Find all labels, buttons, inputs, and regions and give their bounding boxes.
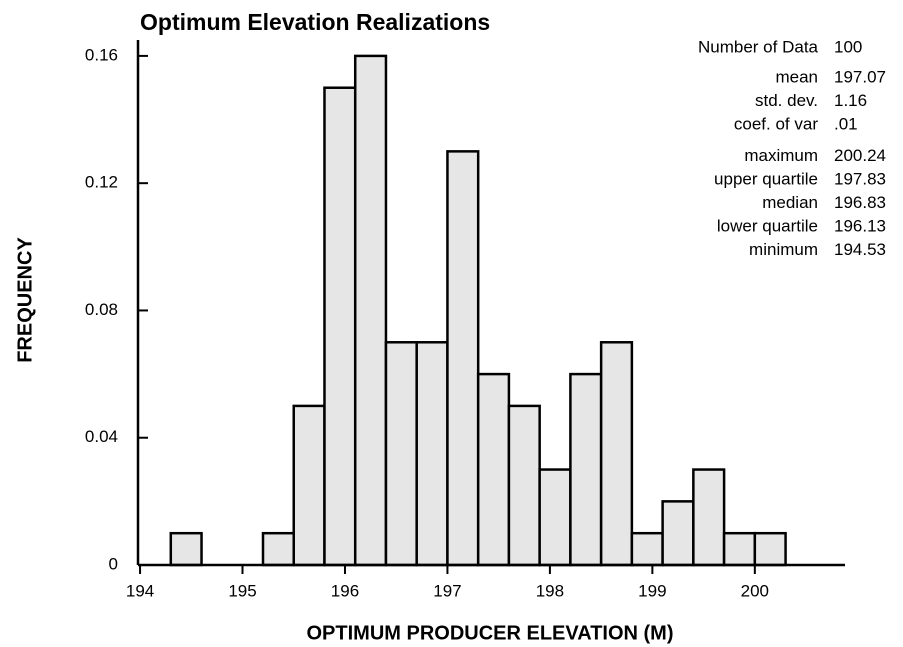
stat-value: 1.16 bbox=[834, 91, 867, 110]
stat-value: .01 bbox=[834, 114, 858, 133]
stat-value: 100 bbox=[834, 37, 862, 56]
bar bbox=[661, 500, 695, 567]
stat-label: Number of Data bbox=[698, 37, 819, 56]
bar bbox=[446, 150, 480, 567]
bar bbox=[353, 54, 388, 567]
chart-title: Optimum Elevation Realizations bbox=[140, 9, 490, 35]
bar bbox=[538, 468, 572, 567]
stat-label: median bbox=[762, 193, 818, 212]
bar bbox=[569, 372, 603, 567]
x-tick-label: 200 bbox=[741, 581, 769, 600]
bar bbox=[630, 531, 664, 567]
bar bbox=[292, 404, 326, 567]
bar bbox=[692, 468, 726, 567]
stat-value: 194.53 bbox=[834, 240, 886, 259]
stat-value: 197.83 bbox=[834, 169, 886, 188]
x-tick-label: 195 bbox=[228, 581, 256, 600]
stat-label: std. dev. bbox=[755, 91, 818, 110]
bar bbox=[753, 531, 787, 567]
stat-label: mean bbox=[775, 67, 818, 86]
stat-label: upper quartile bbox=[714, 169, 818, 188]
stat-value: 197.07 bbox=[834, 67, 886, 86]
bar bbox=[476, 372, 511, 567]
stat-label: minimum bbox=[749, 240, 818, 259]
x-tick-label: 199 bbox=[638, 581, 666, 600]
bar bbox=[261, 531, 295, 567]
y-tick-label: 0 bbox=[109, 554, 118, 573]
x-tick-label: 197 bbox=[433, 581, 461, 600]
x-tick-label: 194 bbox=[126, 581, 154, 600]
stat-value: 196.83 bbox=[834, 193, 886, 212]
x-tick-label: 196 bbox=[331, 581, 359, 600]
y-tick-label: 0.12 bbox=[85, 173, 118, 192]
bar bbox=[722, 531, 757, 567]
x-axis-label: OPTIMUM PRODUCER ELEVATION (M) bbox=[306, 622, 673, 644]
y-tick-label: 0.16 bbox=[85, 45, 118, 64]
bar bbox=[384, 341, 418, 567]
stat-label: coef. of var bbox=[734, 114, 818, 133]
bar bbox=[507, 404, 541, 567]
stat-value: 200.24 bbox=[834, 146, 886, 165]
bar bbox=[415, 341, 449, 567]
y-tick-label: 0.08 bbox=[85, 300, 118, 319]
stat-value: 196.13 bbox=[834, 216, 886, 235]
stat-label: maximum bbox=[744, 146, 818, 165]
stat-label: lower quartile bbox=[717, 216, 818, 235]
bar bbox=[599, 341, 634, 567]
y-axis-label: FREQUENCY bbox=[14, 237, 36, 363]
y-tick-label: 0.04 bbox=[85, 427, 118, 446]
bar bbox=[169, 531, 203, 567]
bar bbox=[323, 86, 357, 567]
x-tick-label: 198 bbox=[536, 581, 564, 600]
